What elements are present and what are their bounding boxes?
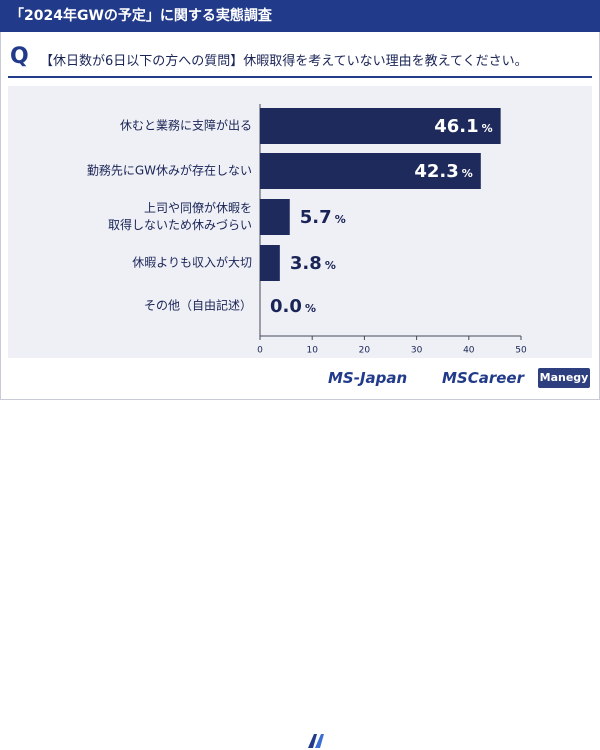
x-tick-label: 50 [515, 346, 527, 356]
category-label: 休暇よりも収入が大切 [132, 255, 252, 270]
data-label-unit: % [325, 259, 336, 272]
question-divider [8, 76, 592, 78]
ms-japan-logo-icon [308, 734, 324, 748]
manegy-logo: Manegy [538, 368, 590, 388]
data-label-unit: % [482, 122, 493, 135]
data-label: 0.0 [270, 296, 302, 317]
x-tick-label: 0 [257, 346, 263, 356]
x-tick-label: 10 [306, 346, 318, 356]
data-label: 3.8 [290, 253, 322, 274]
category-label: その他（自由記述） [144, 298, 252, 313]
bar [260, 108, 501, 144]
data-label: 42.3 [414, 161, 458, 182]
bar [260, 245, 280, 281]
data-label: 46.1 [434, 116, 478, 137]
category-label: 取得しないため休みづらい [108, 217, 252, 232]
data-label-unit: % [462, 167, 473, 180]
bar-chart: 休むと業務に支障が出る 46.1 % 勤務先にGW休みが存在しない 42.3 % 上司や同僚… [87, 104, 527, 356]
survey-title-banner: 「2024年GWの予定」に関する実態調査 [0, 0, 600, 32]
x-tick-label: 30 [411, 346, 423, 356]
survey-title: 「2024年GWの予定」に関する実態調査 [10, 8, 272, 24]
x-tick-label: 20 [359, 346, 371, 356]
data-label-unit: % [305, 302, 316, 315]
ms-japan-logo: MS-Japan [328, 369, 408, 387]
question-marker: Q [10, 44, 29, 69]
category-label: 休むと業務に支障が出る [120, 118, 252, 133]
category-label: 上司や同僚が休暇を [144, 200, 252, 215]
x-tick-label: 40 [463, 346, 475, 356]
bar [260, 199, 290, 235]
bar [260, 153, 481, 189]
question-text: 【休日数が6日以下の方への質問】休暇取得を考えていない理由を教えてください。 [40, 54, 528, 69]
data-label: 5.7 [300, 207, 332, 228]
category-label: 勤務先にGW休みが存在しない [87, 163, 252, 178]
chart-panel: 休むと業務に支障が出る 46.1% 勤務先にGW休みが存在しない 42.3% 上司や同僚… [8, 86, 592, 358]
ms-career-logo: MSCareer [442, 369, 525, 387]
data-label-unit: % [335, 213, 346, 226]
